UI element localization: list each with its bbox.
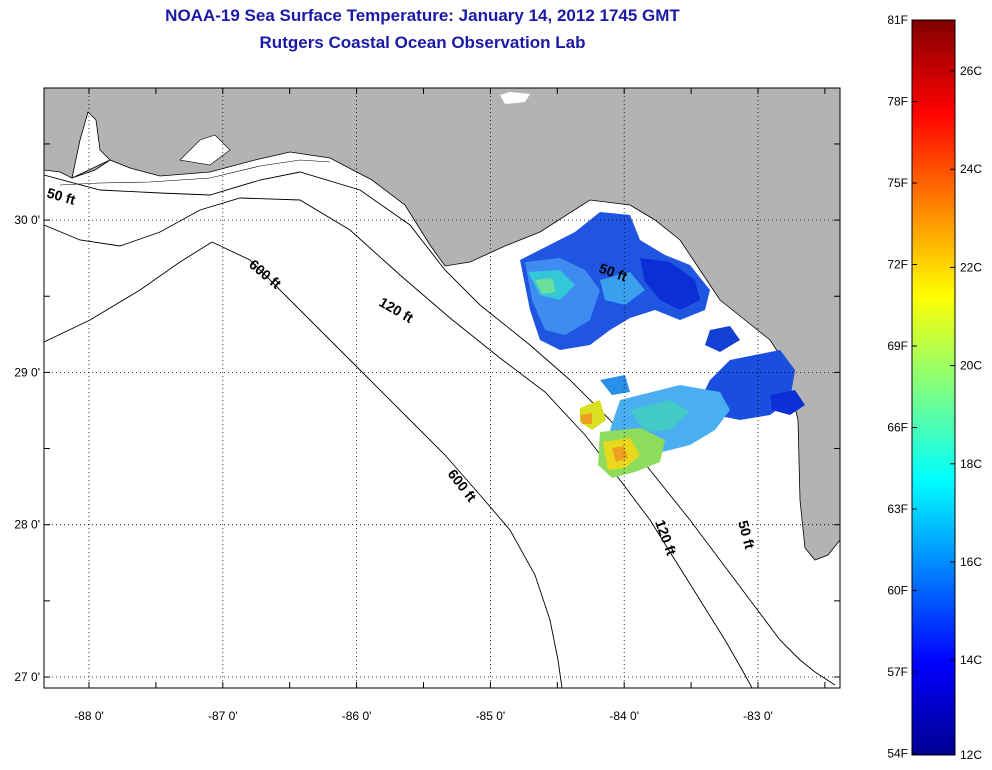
lon-tick-label: -86 0' xyxy=(342,709,372,723)
contour-600ft xyxy=(44,241,563,688)
lat-tick-label: 30 0' xyxy=(14,213,40,227)
contour-label-50ft-south: 50 ft xyxy=(735,519,758,551)
colorbar-celsius-axis: 26C 24C 22C 20C 18C 16C 14C 12C xyxy=(950,64,982,762)
lat-tick-label: 28 0' xyxy=(14,518,40,532)
colorbar-c-label: 14C xyxy=(960,653,982,667)
colorbar-f-label: 54F xyxy=(887,747,908,761)
colorbar-c-label: 18C xyxy=(960,457,982,471)
title-line-2: Rutgers Coastal Ocean Observation Lab xyxy=(259,33,586,52)
barrier-islands xyxy=(59,159,331,186)
colorbar-c-label: 26C xyxy=(960,64,982,78)
colorbar-f-label: 63F xyxy=(887,502,908,516)
colorbar-c-label: 24C xyxy=(960,162,982,176)
lon-tick-label: -84 0' xyxy=(609,709,639,723)
contour-120ft xyxy=(44,197,753,688)
contour-label-50ft-west: 50 ft xyxy=(45,185,77,208)
land-mass xyxy=(44,88,840,560)
colorbar-f-label: 78F xyxy=(887,95,908,109)
colorbar-c-label: 20C xyxy=(960,359,982,373)
lake-spot xyxy=(500,92,530,104)
colorbar xyxy=(911,19,956,756)
colorbar-f-label: 57F xyxy=(887,665,908,679)
contour-50ft xyxy=(44,171,836,686)
colorbar-f-label: 81F xyxy=(887,13,908,27)
colorbar-f-label: 75F xyxy=(887,176,908,190)
colorbar-f-label: 60F xyxy=(887,584,908,598)
lat-tick-label: 27 0' xyxy=(14,670,40,684)
map-grid xyxy=(44,88,840,688)
lat-tick-label: 29 0' xyxy=(14,365,40,379)
longitude-axis: -88 0' -87 0' -86 0' -85 0' -84 0' -83 0' xyxy=(74,88,826,723)
latitude-axis: 30 0' 29 0' 28 0' 27 0' xyxy=(14,143,840,684)
bay-detail xyxy=(179,134,231,166)
colorbar-c-label: 22C xyxy=(960,260,982,274)
title-line-1: NOAA-19 Sea Surface Temperature: January… xyxy=(165,6,680,25)
peninsula-detail xyxy=(71,111,111,179)
colorbar-f-label: 66F xyxy=(887,421,908,435)
colorbar-c-label: 16C xyxy=(960,555,982,569)
colorbar-f-label: 69F xyxy=(887,339,908,353)
colorbar-f-label: 72F xyxy=(887,258,908,272)
colorbar-fahrenheit-axis: 81F 78F 75F 72F 69F 66F 63F 60F 57F 54F xyxy=(887,13,917,761)
lon-tick-label: -87 0' xyxy=(208,709,238,723)
map-frame xyxy=(43,87,841,689)
lon-tick-label: -85 0' xyxy=(476,709,506,723)
lon-tick-label: -83 0' xyxy=(743,709,773,723)
colorbar-c-label: 12C xyxy=(960,748,982,762)
lon-tick-label: -88 0' xyxy=(74,709,104,723)
sst-data xyxy=(520,212,805,478)
